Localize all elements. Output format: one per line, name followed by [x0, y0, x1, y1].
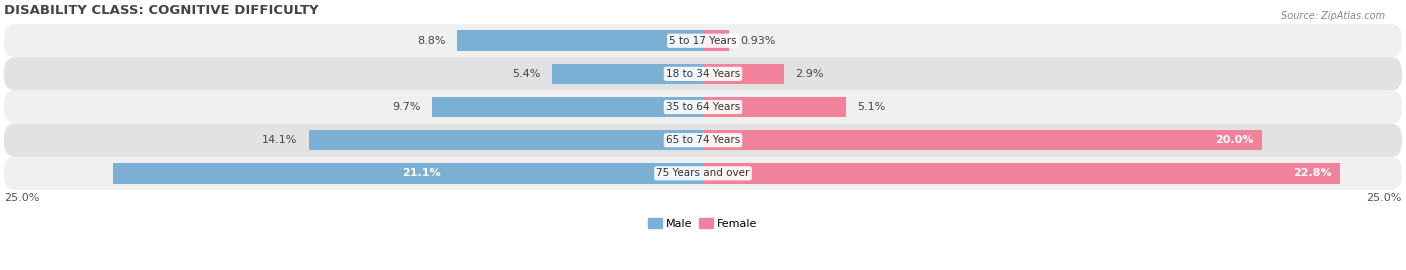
Text: Source: ZipAtlas.com: Source: ZipAtlas.com: [1281, 11, 1385, 21]
FancyBboxPatch shape: [4, 24, 1402, 57]
Bar: [703, 97, 845, 117]
Bar: [703, 130, 1263, 150]
Bar: [114, 163, 703, 184]
Text: 65 to 74 Years: 65 to 74 Years: [666, 135, 740, 145]
Bar: [432, 97, 703, 117]
Bar: [553, 64, 703, 84]
Text: 35 to 64 Years: 35 to 64 Years: [666, 102, 740, 112]
FancyBboxPatch shape: [4, 57, 1402, 90]
Text: 21.1%: 21.1%: [402, 168, 441, 178]
Text: 5 to 17 Years: 5 to 17 Years: [669, 36, 737, 46]
Bar: [457, 31, 703, 51]
Bar: [703, 64, 785, 84]
Text: 0.93%: 0.93%: [740, 36, 776, 46]
Text: 18 to 34 Years: 18 to 34 Years: [666, 69, 740, 79]
Text: 8.8%: 8.8%: [418, 36, 446, 46]
Text: 5.4%: 5.4%: [513, 69, 541, 79]
FancyBboxPatch shape: [4, 157, 1402, 190]
Legend: Male, Female: Male, Female: [644, 214, 762, 233]
Text: 5.1%: 5.1%: [856, 102, 884, 112]
Bar: [309, 130, 703, 150]
FancyBboxPatch shape: [4, 124, 1402, 157]
Text: 22.8%: 22.8%: [1294, 168, 1331, 178]
Text: 14.1%: 14.1%: [263, 135, 298, 145]
Text: 9.7%: 9.7%: [392, 102, 420, 112]
Text: 20.0%: 20.0%: [1215, 135, 1254, 145]
Text: 2.9%: 2.9%: [796, 69, 824, 79]
FancyBboxPatch shape: [4, 90, 1402, 124]
Text: 75 Years and over: 75 Years and over: [657, 168, 749, 178]
Bar: [703, 31, 728, 51]
Text: DISABILITY CLASS: COGNITIVE DIFFICULTY: DISABILITY CLASS: COGNITIVE DIFFICULTY: [4, 4, 319, 17]
Text: 25.0%: 25.0%: [4, 193, 39, 202]
Text: 25.0%: 25.0%: [1367, 193, 1402, 202]
Bar: [703, 163, 1340, 184]
